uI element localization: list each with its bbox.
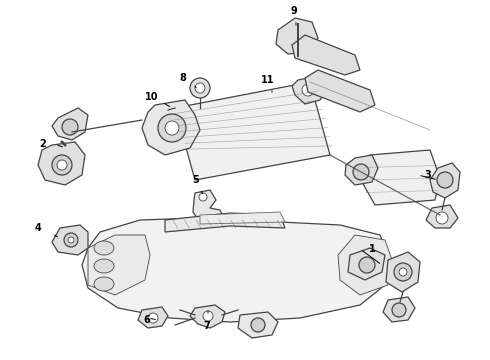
Circle shape — [251, 318, 265, 332]
Polygon shape — [38, 142, 85, 185]
Circle shape — [165, 121, 179, 135]
Circle shape — [68, 237, 74, 243]
Polygon shape — [292, 76, 328, 104]
Text: 8: 8 — [179, 73, 186, 83]
Polygon shape — [238, 312, 278, 338]
Circle shape — [359, 257, 375, 273]
Polygon shape — [88, 235, 150, 295]
Text: 6: 6 — [144, 315, 150, 325]
Polygon shape — [52, 225, 88, 255]
Circle shape — [353, 164, 369, 180]
Ellipse shape — [94, 241, 114, 255]
Polygon shape — [386, 252, 420, 292]
Circle shape — [57, 160, 67, 170]
Circle shape — [148, 313, 158, 323]
Polygon shape — [305, 70, 375, 112]
Circle shape — [399, 268, 407, 276]
Polygon shape — [426, 205, 458, 228]
Polygon shape — [175, 82, 330, 180]
Polygon shape — [142, 100, 200, 155]
Text: 3: 3 — [425, 170, 431, 180]
Polygon shape — [430, 163, 460, 198]
Polygon shape — [362, 150, 440, 205]
Polygon shape — [193, 190, 225, 225]
Circle shape — [392, 303, 406, 317]
Circle shape — [158, 114, 186, 142]
Circle shape — [437, 172, 453, 188]
Polygon shape — [292, 35, 360, 75]
Text: 7: 7 — [204, 321, 210, 331]
Text: 10: 10 — [145, 92, 159, 102]
Text: 1: 1 — [368, 244, 375, 254]
Polygon shape — [165, 213, 285, 232]
Circle shape — [302, 84, 314, 96]
Polygon shape — [82, 218, 390, 322]
Circle shape — [203, 311, 213, 321]
Polygon shape — [348, 248, 385, 280]
Polygon shape — [276, 18, 318, 54]
Text: 2: 2 — [40, 139, 47, 149]
Ellipse shape — [94, 259, 114, 273]
Circle shape — [199, 193, 207, 201]
Polygon shape — [345, 155, 378, 185]
Ellipse shape — [94, 277, 114, 291]
Circle shape — [64, 233, 78, 247]
Text: 5: 5 — [193, 175, 199, 185]
Circle shape — [190, 78, 210, 98]
Polygon shape — [190, 305, 225, 328]
Polygon shape — [52, 108, 88, 140]
Text: 4: 4 — [35, 223, 41, 233]
Text: 11: 11 — [261, 75, 275, 85]
Circle shape — [394, 263, 412, 281]
Polygon shape — [138, 307, 168, 328]
Polygon shape — [383, 297, 415, 322]
Circle shape — [62, 119, 78, 135]
Text: 9: 9 — [291, 6, 297, 16]
Circle shape — [436, 212, 448, 224]
Polygon shape — [338, 235, 392, 295]
Polygon shape — [200, 212, 285, 224]
Circle shape — [195, 83, 205, 93]
Circle shape — [52, 155, 72, 175]
